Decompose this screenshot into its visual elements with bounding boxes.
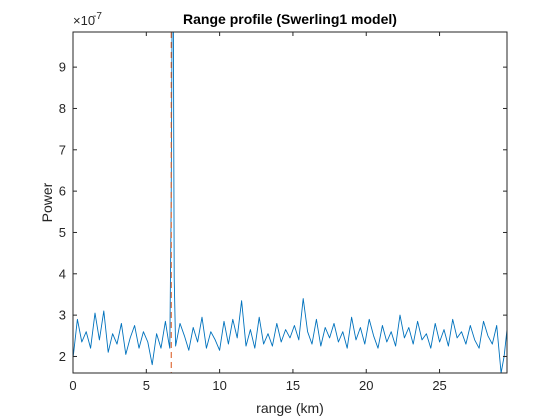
x-axis-label: range (km): [256, 400, 324, 416]
y-tick-label: 4: [59, 266, 66, 281]
plot-background: [73, 32, 507, 373]
x-tick-label: 25: [432, 378, 446, 393]
y-tick-label: 6: [59, 184, 66, 199]
y-tick-label: 9: [59, 60, 66, 75]
x-axis-ticks: 0 5 10 15 20 25: [69, 32, 447, 393]
chart-title: Range profile (Swerling1 model): [183, 11, 397, 27]
y-tick-label: 3: [59, 308, 66, 323]
plot-area: [72, 31, 508, 374]
y-axis-ticks: 2 3 4 5 6 7 8 9: [59, 60, 507, 364]
x-tick-label: 15: [286, 378, 300, 393]
y-axis-label: Power: [39, 182, 55, 222]
y-tick-label: 5: [59, 225, 66, 240]
series-layer: [73, 32, 507, 373]
series-line-0: [73, 32, 507, 373]
x-tick-label: 0: [69, 378, 76, 393]
axes-box: [72, 31, 508, 374]
y-tick-label: 7: [59, 142, 66, 157]
y-axis-exponent: ×10 -7: [73, 11, 102, 28]
x-tick-label: 10: [212, 378, 226, 393]
exponent-power: -7: [93, 11, 102, 22]
y-tick-label: 8: [59, 101, 66, 116]
x-tick-label: 20: [359, 378, 373, 393]
y-tick-label: 2: [59, 349, 66, 364]
x-tick-label: 5: [143, 378, 150, 393]
exponent-base: ×10: [73, 13, 95, 28]
